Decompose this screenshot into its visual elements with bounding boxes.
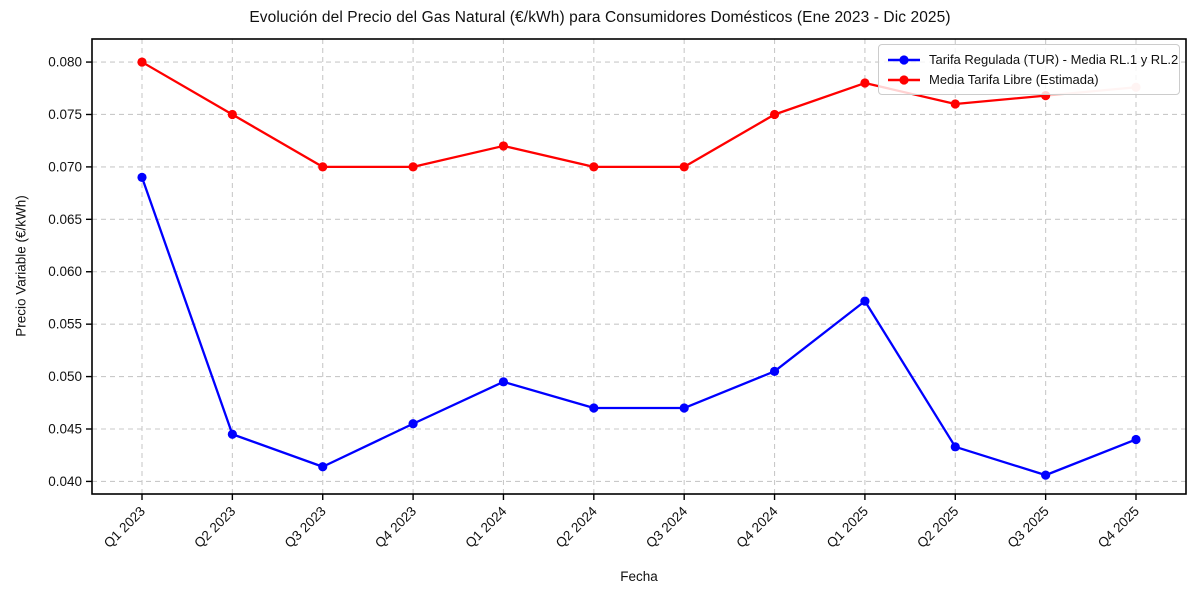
- x-tick-label: Q4 2023: [372, 504, 419, 551]
- data-point: [318, 462, 328, 472]
- plot-frame: [91, 38, 1187, 495]
- x-tick-label: Q2 2024: [553, 503, 601, 551]
- x-tick-label: Q1 2025: [824, 504, 871, 551]
- y-tick-label: 0.070: [48, 159, 82, 174]
- data-point: [950, 442, 960, 452]
- data-point: [498, 377, 509, 387]
- x-tick-label: Q2 2025: [914, 504, 961, 551]
- y-tick-label: 0.045: [48, 422, 82, 437]
- legend-item-tarifa-libre: Media Tarifa Libre (Estimada): [887, 70, 1170, 89]
- data-point: [137, 172, 147, 182]
- legend-item-tarifa-regulada: Tarifa Regulada (TUR) - Media RL.1 y RL.…: [887, 50, 1178, 69]
- data-point: [408, 162, 418, 172]
- legend-label-tarifa-libre: Media Tarifa Libre (Estimada): [929, 72, 1099, 87]
- y-tick-label: 0.050: [48, 369, 82, 384]
- data-point: [227, 109, 237, 120]
- x-axis-label: Fecha: [620, 569, 658, 584]
- legend-marker-red-line-icon: [888, 74, 920, 85]
- y-tick-label: 0.060: [48, 264, 82, 279]
- legend-marker-blue-line-icon: [888, 54, 920, 65]
- y-tick-label: 0.075: [48, 107, 82, 122]
- data-point: [679, 403, 689, 413]
- data-point: [227, 429, 237, 439]
- data-point: [137, 57, 147, 67]
- data-point: [769, 366, 780, 376]
- x-tick-label: Q1 2023: [101, 504, 148, 551]
- data-point: [318, 162, 328, 172]
- data-point: [589, 403, 599, 413]
- x-tick-label: Q4 2025: [1095, 504, 1142, 551]
- x-tick-label: Q2 2023: [191, 504, 238, 551]
- legend-label-tarifa-regulada: Tarifa Regulada (TUR) - Media RL.1 y RL.…: [929, 52, 1179, 67]
- x-tick-label: Q4 2024: [733, 503, 781, 551]
- data-point: [679, 162, 689, 172]
- y-tick-label: 0.080: [48, 55, 82, 70]
- x-tick-label: Q1 2024: [462, 503, 510, 551]
- data-point: [589, 162, 599, 172]
- y-tick-label: 0.040: [48, 474, 82, 489]
- x-tick-label: Q3 2024: [643, 503, 691, 551]
- legend: Tarifa Regulada (TUR) - Media RL.1 y RL.…: [878, 44, 1180, 95]
- data-point: [498, 141, 509, 151]
- y-tick-label: 0.055: [48, 317, 82, 332]
- x-tick-label: Q3 2023: [282, 504, 329, 551]
- y-tick-label: 0.065: [48, 212, 82, 227]
- data-point: [1131, 434, 1141, 445]
- data-point: [950, 99, 960, 109]
- data-point: [1041, 470, 1051, 480]
- data-point: [769, 109, 780, 120]
- data-point: [408, 419, 418, 429]
- chart-title: Evolución del Precio del Gas Natural (€/…: [249, 9, 951, 26]
- series-line-0: [140, 176, 1138, 477]
- data-point: [860, 78, 870, 88]
- data-point: [860, 296, 870, 306]
- x-tick-label: Q3 2025: [1005, 504, 1052, 551]
